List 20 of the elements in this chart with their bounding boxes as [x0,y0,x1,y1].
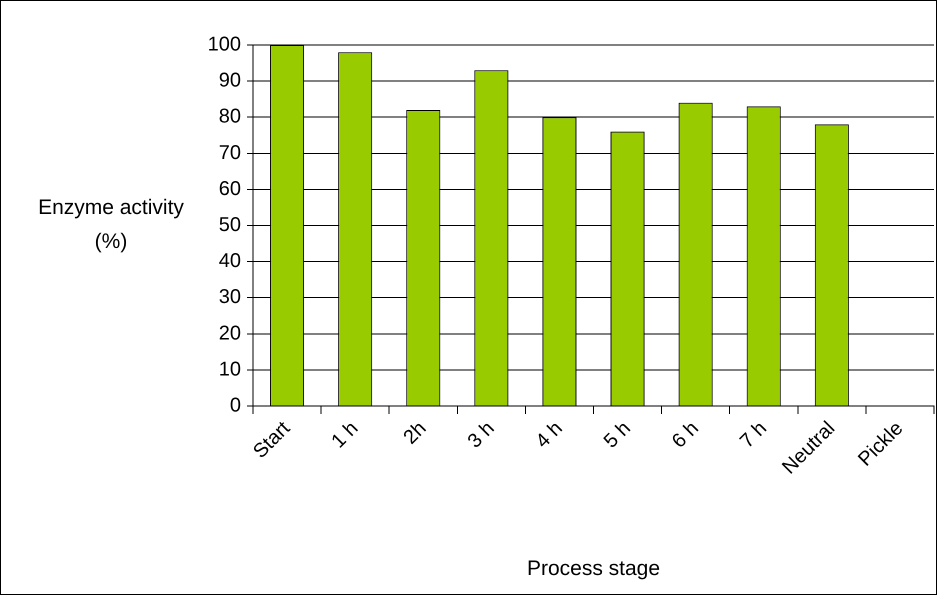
x-tick-label: 2h [399,417,431,449]
x-tick-label: 7 h [736,417,772,453]
y-tick-label: 80 [218,106,241,128]
y-tick-label: 50 [218,214,241,236]
x-tick-label: 4 h [532,417,567,453]
y-tick-label: 20 [218,322,241,344]
x-tick-label: 6 h [668,417,704,453]
y-tick-label: 100 [208,34,241,56]
x-axis-title: Process stage [526,557,660,580]
y-tick-label: 30 [218,286,241,308]
y-tick-label: 70 [218,142,241,164]
y-tick-label: 90 [218,70,241,92]
x-tick-label: 1 h [327,417,363,453]
y-tick-label: 0 [230,394,241,417]
y-tick-label: 60 [218,178,241,200]
y-axis-title: Enzyme activity (%) [37,195,185,255]
y-tick-label: 40 [218,250,241,272]
x-tick-label: 3 h [464,417,499,453]
x-tick-label: 5 h [600,417,635,453]
y-tick-label: 10 [218,358,241,380]
